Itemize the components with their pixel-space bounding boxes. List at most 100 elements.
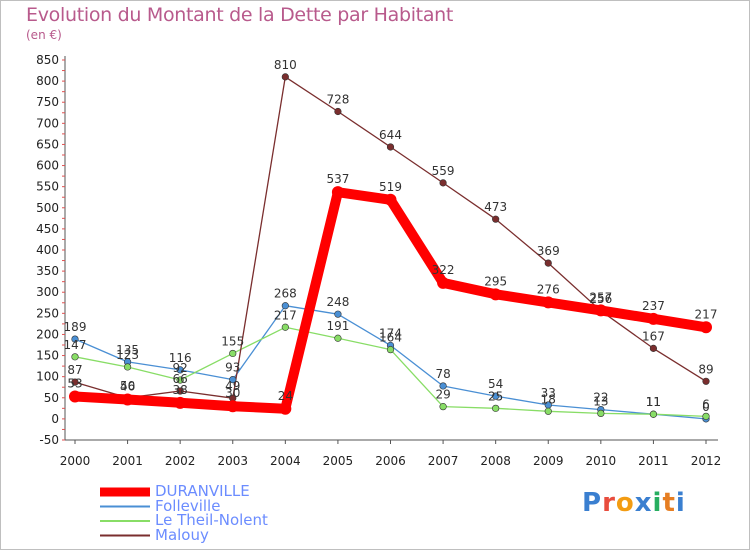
data-label: 13 (593, 394, 608, 408)
data-point (492, 404, 500, 412)
data-label: 257 (589, 290, 612, 304)
data-point (71, 378, 79, 386)
data-point (279, 402, 292, 415)
data-label: 276 (537, 282, 560, 296)
logo-letter: P (582, 488, 603, 518)
data-point (439, 382, 447, 390)
data-label: 473 (484, 200, 507, 214)
data-point (386, 346, 395, 354)
x-tick-label: 2003 (217, 454, 248, 468)
y-tick-label: 700 (36, 116, 59, 130)
x-tick-label: 2010 (586, 454, 617, 468)
data-label: 189 (64, 320, 87, 334)
data-label: 93 (225, 361, 240, 375)
data-label: 11 (646, 395, 661, 409)
data-labels: 53 46 38 30 24537519322295276257237217189135… (64, 58, 718, 414)
y-tick-label: 0 (51, 412, 59, 426)
y-tick-label: 600 (36, 159, 59, 173)
data-label: 33 (541, 386, 556, 400)
data-label: 87 (67, 363, 82, 377)
data-point (281, 73, 289, 81)
data-label: 50 (120, 379, 135, 393)
data-label: 644 (379, 128, 402, 142)
y-tick-label: 200 (36, 327, 59, 341)
data-point (281, 323, 289, 331)
y-tick-label: 800 (36, 74, 59, 88)
y-tick-label: 400 (36, 243, 59, 257)
data-point (229, 349, 237, 358)
data-label: 322 (432, 263, 455, 277)
data-point (544, 407, 552, 415)
data-label: 11 (646, 395, 661, 409)
data-point (281, 302, 289, 310)
data-point (594, 304, 607, 317)
data-label: 22 (593, 391, 608, 405)
y-tick-label: 500 (36, 201, 59, 215)
data-point (439, 403, 447, 411)
data-label: 6 (702, 397, 710, 411)
data-label: 191 (326, 319, 349, 333)
data-point (226, 400, 239, 413)
data-point (71, 353, 79, 361)
x-tick-label: 2011 (638, 454, 669, 468)
data-label: 217 (695, 307, 718, 321)
proxiti-logo: Proxiti (582, 488, 686, 518)
data-label: 30 (225, 386, 240, 400)
data-point (121, 393, 134, 406)
chart-title: Evolution du Montant de la Dette par Hab… (26, 4, 454, 26)
data-label: 46 (120, 379, 135, 393)
chart-unit: (en €) (26, 28, 62, 42)
logo-letter: i (675, 488, 686, 518)
data-point (437, 276, 450, 289)
data-label: 29 (435, 388, 450, 402)
y-tick-label: 750 (36, 95, 59, 109)
data-label: 54 (488, 377, 503, 391)
data-label: 217 (274, 308, 297, 322)
data-label: 174 (379, 326, 402, 340)
logo-letter: x (634, 488, 653, 518)
data-label: 295 (484, 274, 507, 288)
data-point (492, 392, 500, 400)
data-label: 25 (488, 389, 503, 403)
data-point (439, 179, 447, 187)
y-tick-label: -50 (39, 433, 59, 447)
legend-label: Malouy (155, 525, 209, 544)
data-point (702, 412, 710, 420)
y-tick-label: 350 (36, 264, 59, 278)
data-label: 810 (274, 58, 297, 72)
legend-swatches (100, 487, 150, 537)
data-point (176, 387, 184, 395)
logo-letter: o (615, 488, 635, 518)
data-label: 92 (173, 361, 188, 375)
y-tick-label: 50 (44, 391, 59, 405)
data-label: 53 (67, 377, 82, 391)
data-point (176, 366, 184, 374)
data-point (334, 310, 342, 318)
data-label: 123 (116, 348, 139, 362)
data-point (69, 390, 81, 403)
data-point (386, 143, 395, 151)
data-point (334, 334, 342, 342)
data-point (649, 344, 658, 352)
data-label: 89 (698, 362, 713, 376)
data-label: 49 (225, 379, 240, 393)
x-axis-ticks: 2000 2001 2002 2003 2004 2005 2006 2007 2008 2009… (60, 440, 722, 468)
x-tick-label: 2012 (691, 454, 722, 468)
y-tick-label: 100 (36, 370, 59, 384)
data-label: 135 (116, 343, 139, 357)
data-point (384, 193, 397, 206)
data-point (649, 410, 658, 418)
data-point (331, 186, 344, 199)
data-label: 256 (589, 292, 612, 306)
x-tick-label: 2008 (480, 454, 511, 468)
data-point (542, 296, 555, 309)
x-tick-label: 2009 (533, 454, 564, 468)
y-axis-ticks: -50 0 50 100 150 200 250 300 350 400 450 500 550 600 6… (36, 53, 59, 447)
series-points (69, 73, 712, 423)
data-label: 38 (173, 383, 188, 397)
data-point (544, 259, 552, 267)
data-point (597, 409, 605, 418)
data-label: 116 (169, 351, 192, 365)
y-tick-label: 300 (36, 285, 59, 299)
